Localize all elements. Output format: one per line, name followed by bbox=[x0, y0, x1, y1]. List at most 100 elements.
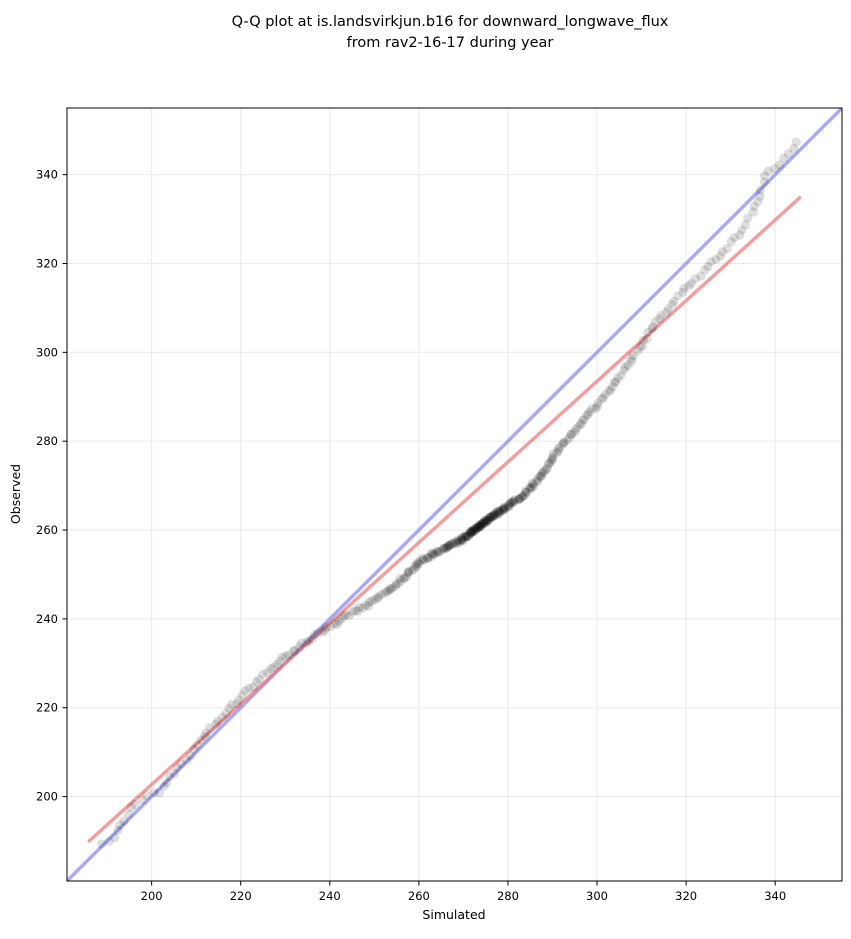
qq-point bbox=[525, 483, 535, 493]
qq-point bbox=[189, 744, 199, 754]
qq-point bbox=[474, 522, 484, 532]
qq-point bbox=[423, 553, 433, 563]
x-tick-label: 320 bbox=[675, 889, 697, 903]
qq-point bbox=[623, 360, 633, 370]
y-axis-label: Observed bbox=[8, 464, 23, 524]
qq-point bbox=[468, 526, 478, 537]
qq-point bbox=[508, 496, 519, 506]
qq-point bbox=[620, 362, 630, 372]
qq-point bbox=[770, 164, 780, 174]
qq-point bbox=[172, 763, 182, 773]
qq-point bbox=[350, 606, 360, 616]
qq-point bbox=[427, 548, 437, 558]
qq-point bbox=[373, 593, 383, 603]
qq-point bbox=[476, 520, 486, 530]
qq-point bbox=[432, 546, 442, 557]
qq-point bbox=[304, 636, 314, 646]
qq-point bbox=[395, 573, 405, 584]
qq-point bbox=[503, 502, 514, 512]
qq-point bbox=[466, 527, 476, 538]
qq-point bbox=[266, 664, 276, 674]
qq-point bbox=[272, 659, 282, 670]
qq-point bbox=[470, 525, 480, 535]
qq-point bbox=[499, 505, 509, 515]
qq-point bbox=[232, 699, 242, 709]
qq-point bbox=[663, 304, 673, 314]
qq-point bbox=[544, 458, 554, 468]
qq-point bbox=[533, 473, 543, 484]
qq-point bbox=[317, 627, 328, 637]
qq-point bbox=[336, 614, 346, 624]
qq-point bbox=[527, 483, 537, 493]
qq-point bbox=[434, 546, 444, 556]
qq-point bbox=[748, 207, 758, 217]
qq-point bbox=[493, 505, 504, 516]
qq-point bbox=[165, 772, 175, 782]
qq-point bbox=[585, 407, 595, 417]
qq-point bbox=[453, 537, 463, 547]
qq-point bbox=[419, 555, 429, 565]
qq-point bbox=[412, 559, 422, 569]
qq-point bbox=[700, 265, 710, 275]
qq-point bbox=[104, 836, 114, 846]
x-tick-label: 200 bbox=[141, 889, 163, 903]
qq-point bbox=[437, 545, 447, 555]
qq-point bbox=[445, 541, 455, 551]
qq-point bbox=[558, 439, 568, 449]
qq-point bbox=[611, 377, 621, 387]
qq-point bbox=[759, 177, 770, 187]
qq-point bbox=[501, 503, 511, 513]
qq-point bbox=[613, 373, 623, 383]
qq-point bbox=[393, 579, 403, 589]
qq-point bbox=[402, 571, 412, 582]
qq-point bbox=[464, 531, 474, 541]
qq-point bbox=[696, 271, 706, 281]
qq-point bbox=[579, 414, 589, 424]
qq-point bbox=[565, 433, 575, 443]
qq-point bbox=[619, 365, 629, 375]
qq-point bbox=[294, 642, 305, 652]
y-tick-label: 240 bbox=[36, 612, 58, 626]
qq-point bbox=[457, 533, 467, 543]
qq-point bbox=[200, 731, 210, 742]
qq-point bbox=[517, 491, 527, 501]
qq-point bbox=[489, 510, 499, 520]
qq-point bbox=[569, 427, 580, 437]
qq-point bbox=[774, 160, 785, 170]
qq-point bbox=[290, 645, 300, 655]
qq-point bbox=[528, 481, 539, 491]
qq-point bbox=[213, 716, 223, 726]
qq-point bbox=[458, 535, 468, 546]
qq-point bbox=[320, 625, 330, 636]
qq-point bbox=[448, 539, 458, 549]
qq-point bbox=[711, 254, 721, 264]
qq-point bbox=[593, 398, 603, 408]
qq-point bbox=[500, 502, 510, 512]
qq-point bbox=[715, 251, 726, 261]
qq-point bbox=[735, 230, 745, 240]
qq-point bbox=[690, 274, 701, 284]
qq-point bbox=[237, 690, 247, 700]
qq-point bbox=[427, 549, 437, 559]
x-tick-label: 260 bbox=[408, 889, 430, 903]
qq-point bbox=[783, 149, 794, 159]
qq-point bbox=[418, 553, 428, 564]
qq-point bbox=[536, 472, 546, 482]
qq-point bbox=[367, 596, 377, 606]
qq-point bbox=[353, 606, 363, 616]
qq-point bbox=[445, 539, 456, 549]
qq-point bbox=[554, 446, 564, 456]
qq-point bbox=[717, 247, 728, 257]
qq-point bbox=[575, 420, 585, 430]
qq-point bbox=[196, 735, 206, 745]
qq-point bbox=[491, 508, 501, 518]
qq-point bbox=[542, 463, 552, 473]
qq-point bbox=[726, 237, 736, 247]
qq-point bbox=[418, 555, 428, 565]
qq-point bbox=[182, 755, 192, 765]
qq-point bbox=[444, 541, 454, 551]
qq-point bbox=[475, 522, 485, 532]
qq-point bbox=[205, 723, 215, 733]
qq-point bbox=[669, 296, 679, 306]
qq-point bbox=[576, 419, 586, 429]
